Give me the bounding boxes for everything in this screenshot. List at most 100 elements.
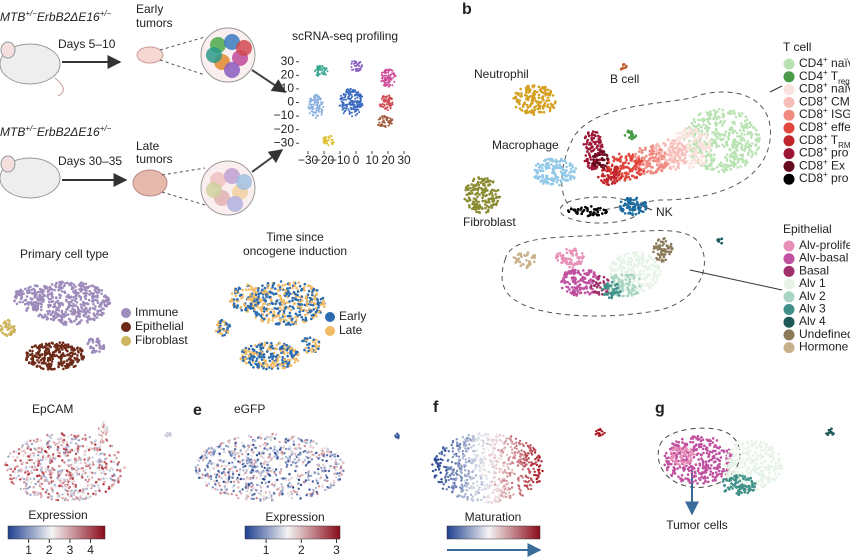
cell-point	[40, 343, 44, 346]
cell-point	[315, 109, 318, 112]
cell-point	[634, 168, 637, 171]
cell-point	[241, 356, 245, 359]
cell-point	[258, 299, 262, 303]
cell-point	[271, 319, 274, 322]
cell-point	[348, 110, 351, 113]
cell-point	[309, 101, 312, 104]
cell-point	[558, 160, 562, 163]
cell-point	[282, 318, 285, 321]
cell-point	[57, 288, 60, 292]
cell-point	[534, 105, 537, 108]
cell-point	[58, 293, 61, 297]
cell-point	[306, 301, 309, 305]
cell-point	[392, 72, 395, 75]
cell-point	[278, 303, 282, 306]
cell-point	[647, 286, 651, 289]
cell-point	[389, 107, 392, 110]
cell-point	[247, 354, 251, 358]
cell-point	[519, 264, 522, 268]
cell-point	[744, 142, 748, 145]
cell-point	[306, 343, 309, 347]
cell-point	[289, 364, 293, 367]
cell-point	[745, 125, 748, 128]
cell-point	[36, 301, 40, 305]
cell-point	[543, 104, 546, 108]
cell-point	[102, 344, 106, 347]
cell-point	[624, 203, 628, 206]
cell-point	[552, 164, 555, 168]
cell-point	[556, 176, 560, 179]
cell-point	[92, 298, 96, 302]
cell-point	[327, 144, 330, 147]
cell-point	[695, 151, 698, 154]
cell-point	[281, 361, 285, 364]
cell-point	[744, 162, 747, 165]
cell-point	[287, 294, 291, 297]
cell-point	[619, 68, 623, 71]
cell-point	[73, 308, 76, 312]
cell-point	[71, 285, 74, 289]
cell-point	[302, 286, 306, 289]
cell-point	[587, 273, 590, 276]
cell-point	[74, 317, 78, 321]
cell-point	[90, 284, 93, 288]
cell-point	[76, 354, 79, 357]
cell-point	[108, 301, 112, 305]
cell-point	[737, 141, 740, 144]
cell-point	[298, 310, 301, 314]
cell-point	[317, 345, 320, 348]
cell-point	[36, 290, 40, 294]
cell-point	[309, 298, 313, 301]
cell-point	[649, 156, 652, 160]
cell-point	[384, 95, 387, 98]
cell-point	[343, 93, 346, 96]
cell-point	[656, 274, 660, 277]
cell-point	[585, 146, 589, 150]
cell-point	[358, 103, 360, 106]
legend-swatch	[325, 326, 335, 336]
legend-swatch	[121, 336, 131, 346]
cell-point	[487, 184, 490, 187]
cell-point	[691, 165, 695, 168]
cell-point	[751, 142, 754, 145]
cell-point	[316, 68, 319, 71]
cell-point	[38, 346, 42, 349]
cell-point	[51, 353, 54, 357]
cell-point	[218, 329, 222, 332]
cell-point	[666, 247, 670, 250]
cell-point	[322, 301, 326, 305]
cell-point	[534, 164, 538, 167]
cell-point	[255, 291, 258, 294]
cell-point	[240, 309, 243, 312]
cell-point	[381, 77, 384, 80]
text-part: MTB	[0, 10, 25, 24]
cell-point	[544, 89, 547, 93]
cell-point	[70, 320, 73, 324]
cell-point	[704, 127, 707, 130]
cell-point	[575, 253, 578, 257]
cell-point	[633, 206, 637, 209]
cell-point	[589, 285, 593, 288]
cell-point	[611, 276, 614, 280]
cell-point	[317, 347, 320, 351]
cell-point	[669, 250, 673, 254]
cell-point	[252, 288, 255, 292]
cell-point	[68, 303, 71, 306]
cell-point	[690, 121, 694, 125]
cell-point	[640, 209, 643, 213]
cell-point	[270, 301, 274, 305]
cell-point	[484, 186, 488, 190]
cell-point	[308, 336, 312, 340]
cell-point	[525, 89, 528, 92]
cell-point	[539, 100, 543, 104]
cell-point	[37, 361, 41, 364]
cell-point	[386, 77, 389, 80]
cell-point	[261, 346, 265, 350]
cell-point	[33, 289, 37, 292]
cell-point	[315, 94, 318, 97]
cell-point	[310, 300, 313, 304]
cluster-label: NK	[656, 205, 673, 219]
cell-point	[714, 127, 718, 131]
cell-point	[67, 293, 70, 297]
cell-point	[725, 168, 729, 172]
